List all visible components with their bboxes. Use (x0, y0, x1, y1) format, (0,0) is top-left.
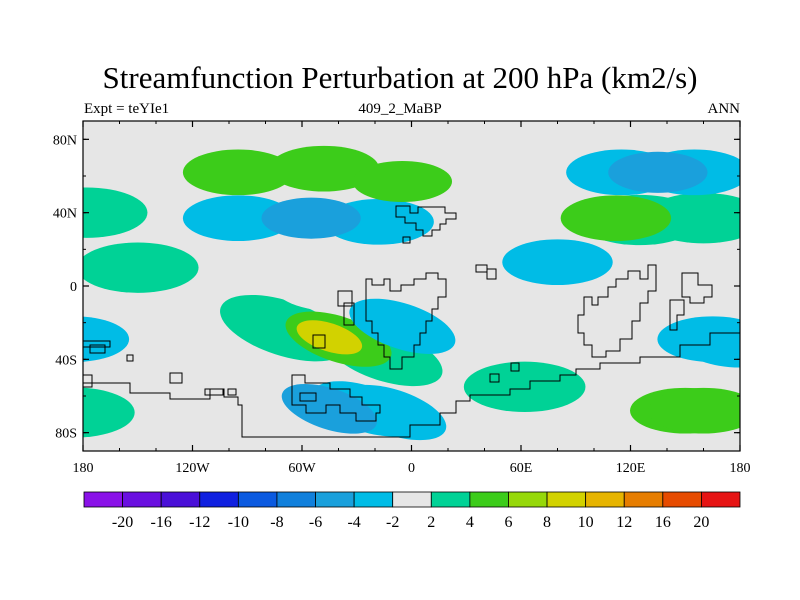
colorbar-label: -20 (112, 514, 133, 531)
colorbar-swatch (546, 491, 587, 508)
colorbar-swatch (353, 491, 394, 508)
colorbar-label: -2 (386, 514, 399, 531)
colorbar-label: -8 (270, 514, 283, 531)
colorbar-label: -4 (347, 514, 360, 531)
anomaly-region (182, 195, 294, 242)
colorbar-label: -12 (189, 514, 210, 531)
colorbar-swatch (701, 491, 741, 508)
x-tick-label: 180 (730, 461, 751, 476)
colorbar-swatch (237, 491, 278, 508)
anomaly-region (349, 298, 456, 354)
anomaly-region (463, 361, 586, 412)
anomaly-region (642, 193, 740, 244)
colorbar-swatch (662, 491, 702, 508)
colorbar-label: 10 (578, 514, 594, 531)
colorbar-swatch (430, 491, 471, 508)
colorbar-swatch (122, 491, 162, 508)
x-tick-label: 120E (616, 461, 646, 476)
colorbar-label: 4 (466, 514, 474, 531)
colorbar-swatch (276, 491, 316, 508)
anomaly-region (281, 384, 378, 434)
colorbar-label: -16 (151, 514, 172, 531)
chart-title: Streamfunction Perturbation at 200 hPa (… (102, 60, 698, 95)
colorbar-swatch (160, 491, 201, 508)
colorbar-label: 8 (543, 514, 551, 531)
anomaly-region (83, 316, 130, 362)
anomaly-region (560, 195, 672, 242)
subtitle-experiment: Expt = teYIe1 (84, 101, 170, 117)
x-axis: 180 120W 60W 0 60E 120E 180 (73, 121, 751, 476)
anomaly-layer (83, 145, 740, 441)
y-tick-label: 80S (55, 427, 77, 442)
y-tick-label: 40N (53, 207, 77, 222)
y-tick-label: 0 (70, 280, 77, 295)
anomaly-region (648, 387, 740, 434)
anomaly-region (261, 197, 361, 239)
x-tick-label: 60E (510, 461, 533, 476)
subtitle-case: 409_2_MaBP (358, 101, 442, 117)
colorbar-swatch (315, 491, 355, 508)
anomaly-region (296, 320, 363, 355)
anomaly-region (272, 256, 405, 312)
x-tick-label: 120W (175, 461, 210, 476)
colorbar-swatch (585, 491, 625, 508)
anomaly-region (182, 149, 294, 196)
colorbar-label: 2 (427, 514, 435, 531)
anomaly-region (608, 151, 708, 193)
coastline-outlines (83, 205, 740, 438)
colorbar-swatch (199, 491, 239, 508)
x-tick-label: 0 (408, 461, 415, 476)
x-tick-label: 60W (288, 461, 316, 476)
colorbar-label: 6 (504, 514, 512, 531)
colorbar-swatch (392, 491, 432, 508)
colorbar-label: 12 (616, 514, 632, 531)
subtitle-period: ANN (707, 101, 741, 117)
colorbar-swatch (623, 491, 664, 508)
colorbar-swatch (508, 491, 548, 508)
anomaly-region (502, 239, 613, 286)
anomaly-region (268, 145, 380, 192)
anomaly-region (340, 384, 447, 441)
anomaly-region (83, 187, 148, 238)
y-tick-label: 80N (53, 133, 77, 148)
x-tick-label: 180 (73, 461, 94, 476)
anomaly-region (83, 387, 135, 438)
colorbar-swatch (83, 491, 123, 508)
colorbar-label: 16 (655, 514, 671, 531)
anomaly-region (352, 160, 453, 203)
anomaly-region (83, 242, 199, 293)
colorbar: -20 -16 -12 -10 -8 -6 -4 -2 2 4 6 8 10 12 16 20 (83, 491, 741, 531)
colorbar-swatch (469, 491, 509, 508)
colorbar-label: -10 (228, 514, 249, 531)
colorbar-label: -6 (309, 514, 322, 531)
y-tick-label: 40S (55, 353, 77, 368)
colorbar-label: 20 (693, 514, 709, 531)
y-axis: 80N 40N 0 40S 80S (53, 133, 740, 442)
